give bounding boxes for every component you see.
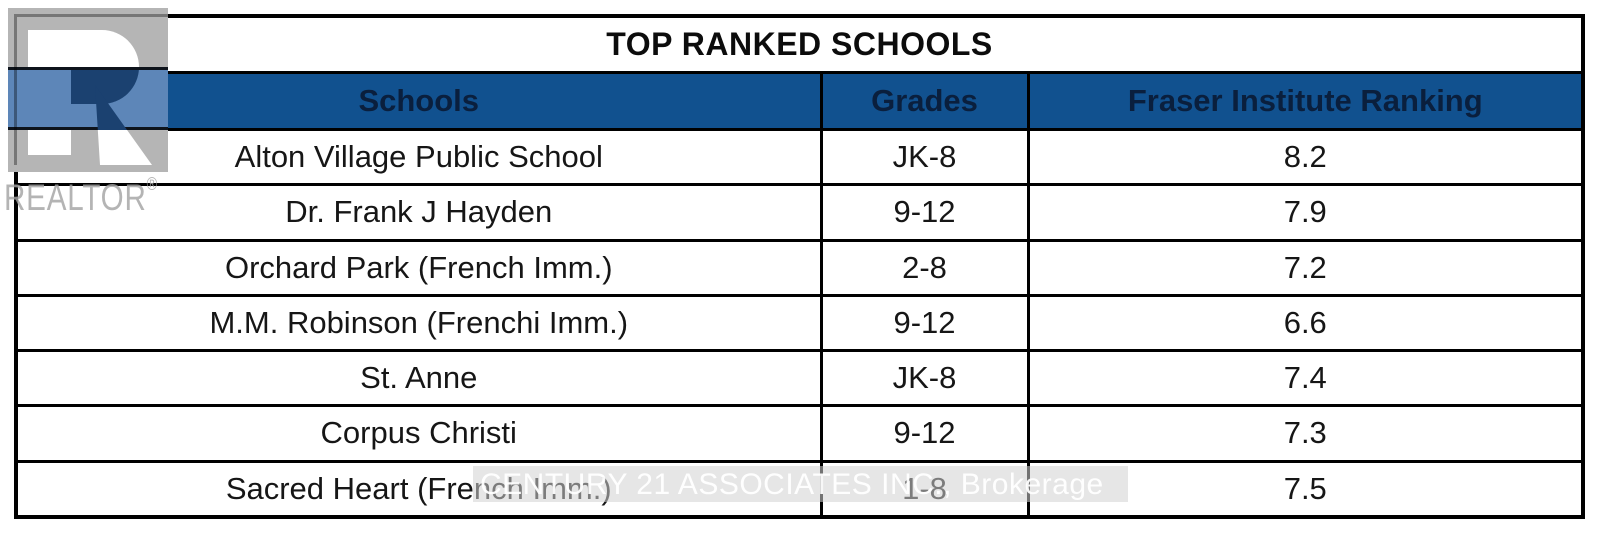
- table-title-row: TOP RANKED SCHOOLS: [14, 14, 1585, 74]
- cell-r5-c1: 9-12: [819, 404, 1030, 463]
- table-row-3: M.M. Robinson (Frenchi Imm.) 9-12 6.6: [14, 293, 1585, 353]
- cell-r1-c0: Dr. Frank J Hayden: [14, 183, 823, 242]
- realtor-wordmark: REALTOR®: [4, 174, 158, 219]
- cell-r2-c1: 2-8: [819, 238, 1030, 297]
- cell-r4-c1: JK-8: [819, 348, 1030, 408]
- brokerage-watermark: CENTURY 21 ASSOCIATES INC., Brokerage: [473, 466, 1128, 502]
- cell-r0-c2: 8.2: [1026, 127, 1585, 187]
- table-header-row: Schools Grades Fraser Institute Ranking: [14, 71, 1585, 131]
- table-row-1: Dr. Frank J Hayden 9-12 7.9: [14, 183, 1585, 242]
- cell-r5-c2: 7.3: [1026, 404, 1585, 463]
- schools-table: TOP RANKED SCHOOLS Schools Grades Fraser I…: [14, 14, 1586, 519]
- table-row-0: Alton Village Public School JK-8 8.2: [14, 127, 1585, 187]
- cell-r2-c2: 7.2: [1026, 238, 1585, 297]
- cell-r2-c0: Orchard Park (French Imm.): [14, 238, 823, 297]
- cell-r3-c1: 9-12: [819, 293, 1030, 353]
- cell-r3-c2: 6.6: [1026, 293, 1585, 353]
- cell-r1-c1: 9-12: [819, 183, 1030, 242]
- cell-r3-c0: M.M. Robinson (Frenchi Imm.): [14, 293, 823, 353]
- cell-r5-c0: Corpus Christi: [14, 404, 823, 463]
- registered-mark: ®: [146, 174, 159, 194]
- table-row-4: St. Anne JK-8 7.4: [14, 348, 1585, 408]
- schools-table-container: TOP RANKED SCHOOLS Schools Grades Fraser I…: [14, 14, 1586, 519]
- table-title: TOP RANKED SCHOOLS: [14, 14, 1585, 74]
- cell-r4-c2: 7.4: [1026, 348, 1585, 408]
- cell-r0-c1: JK-8: [819, 127, 1030, 187]
- column-header-1: Grades: [819, 71, 1030, 131]
- realtor-logo-icon: [8, 8, 168, 172]
- column-header-2: Fraser Institute Ranking: [1026, 71, 1585, 131]
- table-row-5: Corpus Christi 9-12 7.3: [14, 404, 1585, 463]
- cell-r1-c2: 7.9: [1026, 183, 1585, 242]
- cell-r4-c0: St. Anne: [14, 348, 823, 408]
- realtor-wordmark-label: REALTOR: [4, 177, 147, 218]
- brokerage-watermark-label: CENTURY 21 ASSOCIATES INC., Brokerage: [480, 468, 1104, 501]
- table-row-2: Orchard Park (French Imm.) 2-8 7.2: [14, 238, 1585, 297]
